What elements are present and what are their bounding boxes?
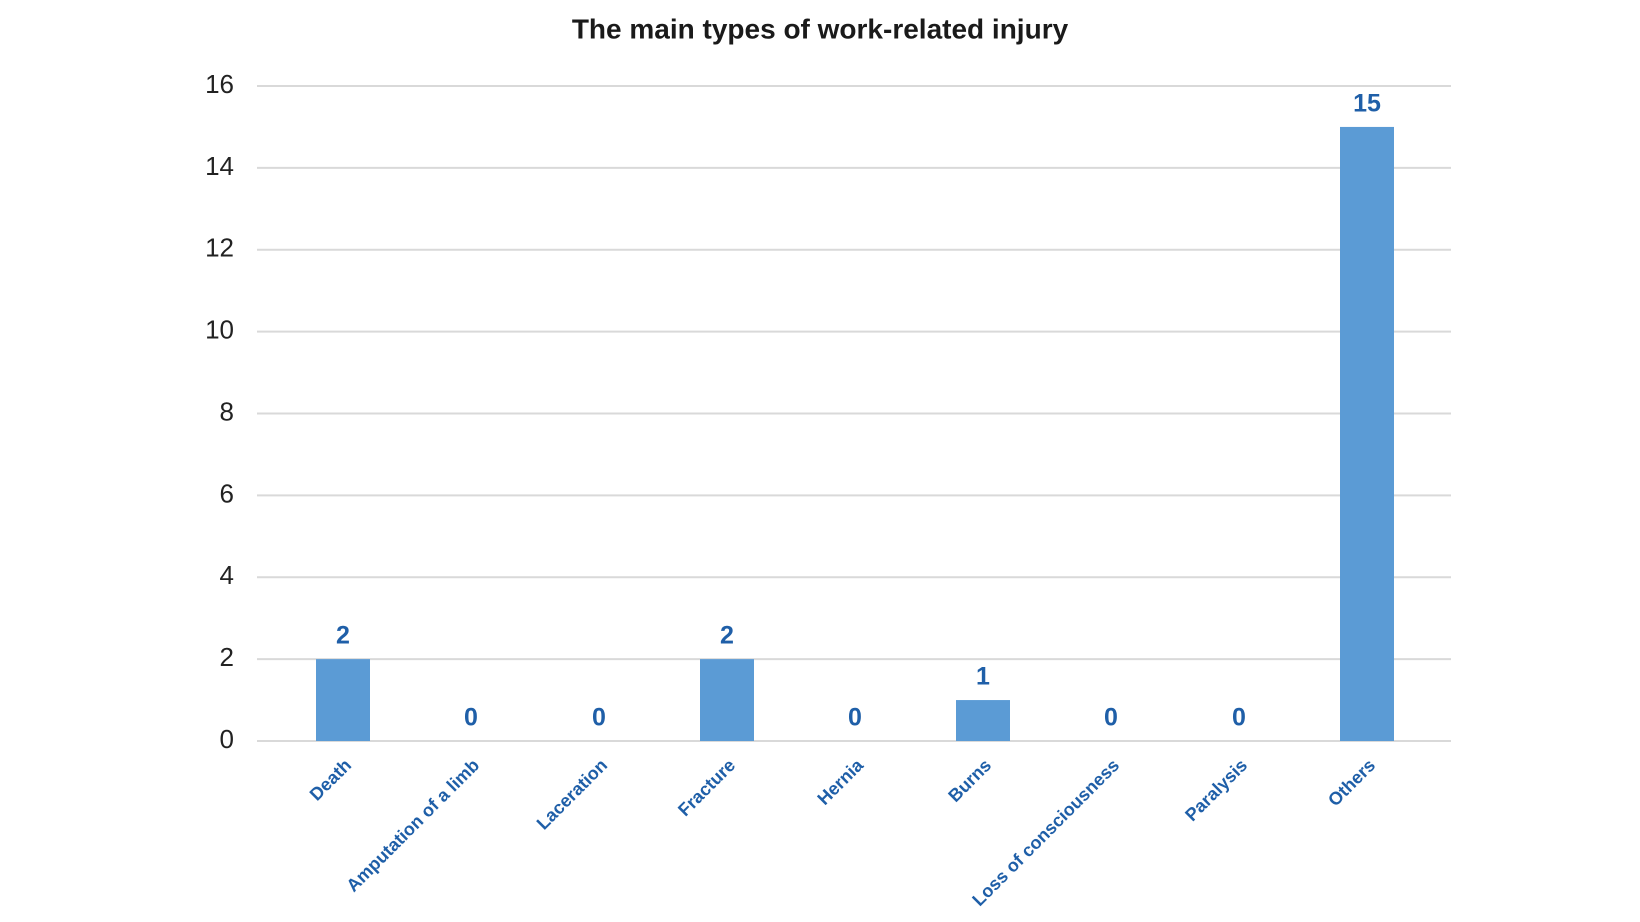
x-tick-label: Hernia [813,754,867,808]
x-tick-label: Death [306,755,356,805]
value-label: 0 [592,704,606,732]
bar [956,700,1010,741]
y-tick-label: 10 [205,315,234,345]
chart-title: The main types of work-related injury [572,13,1069,44]
y-tick-label: 4 [220,560,234,590]
bar [1340,126,1394,741]
value-label: 0 [848,704,862,732]
y-tick-label: 16 [205,69,234,99]
y-tick-label: 12 [205,233,234,263]
y-tick-label: 14 [205,151,234,181]
x-tick-label: Loss of consciousness [968,755,1123,910]
bar [316,659,370,741]
y-tick-label: 6 [220,478,234,508]
y-tick-label: 2 [220,642,234,672]
value-label: 1 [976,663,990,691]
value-label: 0 [1104,704,1118,732]
y-tick-label: 8 [220,396,234,426]
value-label: 2 [336,622,350,650]
value-label: 15 [1353,90,1381,118]
x-tick-label: Others [1324,755,1379,810]
x-tick-label: Laceration [533,755,612,834]
x-tick-label: Fracture [674,755,739,820]
x-tick-label: Paralysis [1181,755,1251,825]
bar [700,659,754,741]
y-tick-label: 0 [220,724,234,754]
value-label: 0 [1232,704,1246,732]
x-tick-label: Amputation of a limb [342,755,483,896]
value-label: 2 [720,622,734,650]
x-tick-label: Burns [944,755,995,806]
value-label: 0 [464,704,478,732]
